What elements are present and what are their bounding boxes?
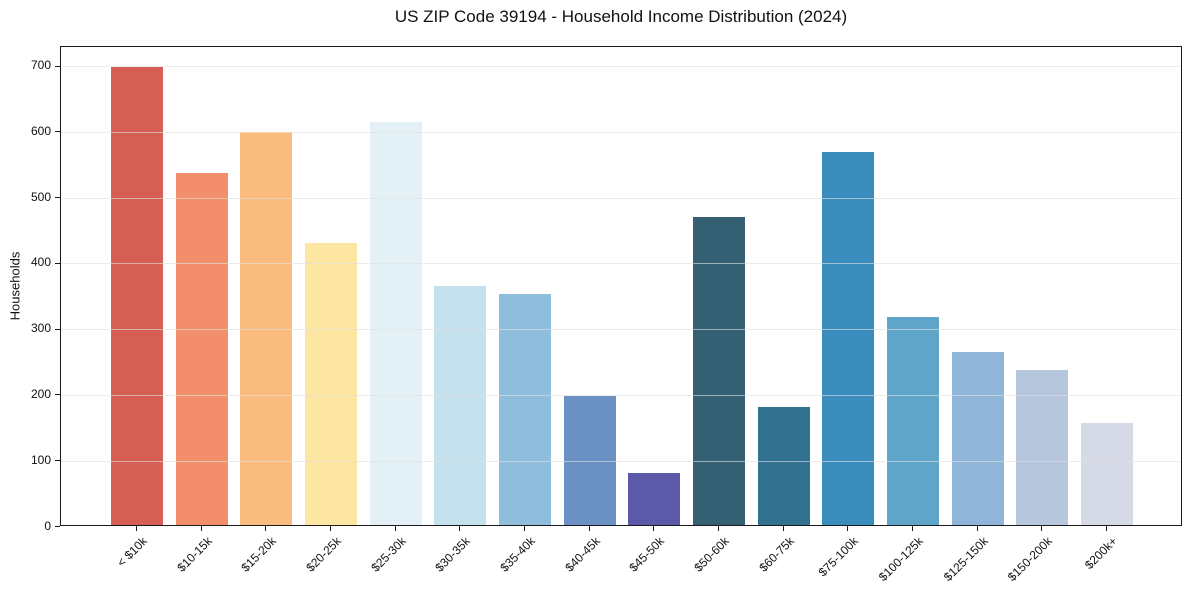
chart-title: US ZIP Code 39194 - Household Income Dis… xyxy=(394,7,848,26)
y-tick-label: 300 xyxy=(30,321,51,336)
x-tick-label: $35-40k xyxy=(497,534,538,575)
x-tick-label: $100-125k xyxy=(875,534,926,585)
y-tick-label: 200 xyxy=(30,386,51,401)
x-tick-label: < $10k xyxy=(114,534,150,570)
y-tick-label: 100 xyxy=(30,452,51,467)
x-tick xyxy=(1106,526,1107,531)
bar-7 xyxy=(499,293,551,525)
x-tick-label: $50-60k xyxy=(691,534,732,575)
bar-15 xyxy=(1016,370,1069,525)
x-tick xyxy=(136,526,137,531)
y-tick-label: 600 xyxy=(30,123,51,138)
x-tick-label: $20-25k xyxy=(303,534,344,575)
plot-area xyxy=(60,46,1182,526)
y-tick-label: 500 xyxy=(30,189,51,204)
x-tick-label: $30-35k xyxy=(432,534,474,575)
x-tick xyxy=(265,526,267,531)
x-tick xyxy=(588,526,590,531)
x-tick xyxy=(524,526,525,531)
bar-10 xyxy=(693,217,745,525)
y-tick xyxy=(55,131,60,133)
bar-1 xyxy=(111,66,163,525)
x-tick-label: $60-75k xyxy=(755,534,797,575)
x-tick xyxy=(847,526,849,531)
y-tick-label: 0 xyxy=(44,518,51,533)
bar-6 xyxy=(434,285,487,525)
x-tick xyxy=(782,526,784,531)
y-tick xyxy=(55,460,60,462)
bar-12 xyxy=(822,152,875,525)
y-tick xyxy=(55,262,60,264)
bar-9 xyxy=(628,473,681,525)
x-tick xyxy=(330,526,331,531)
x-tick xyxy=(394,526,396,531)
y-tick xyxy=(55,328,60,330)
x-tick xyxy=(653,526,655,531)
bar-13 xyxy=(887,317,939,525)
bar-8 xyxy=(563,396,616,525)
bar-14 xyxy=(951,352,1004,525)
x-tick-label: $40-45k xyxy=(561,534,603,575)
bar-11 xyxy=(757,406,810,525)
bar-2 xyxy=(175,173,228,525)
x-tick xyxy=(1041,526,1043,531)
x-tick-label: $15-20k xyxy=(238,534,280,575)
x-tick-label: $25-30k xyxy=(367,534,409,575)
x-tick-label: $10-15k xyxy=(173,534,215,575)
bar-5 xyxy=(369,121,422,525)
y-tick xyxy=(55,197,60,199)
bar-4 xyxy=(305,242,357,525)
y-tick-label: 700 xyxy=(30,58,51,73)
bar-16 xyxy=(1081,423,1133,525)
x-tick-label: $200k+ xyxy=(1081,534,1120,572)
bar-3 xyxy=(240,132,293,525)
x-tick-label: $150-200k xyxy=(1005,534,1056,585)
y-tick xyxy=(55,65,60,67)
bars-layer xyxy=(61,47,1181,525)
x-tick xyxy=(976,526,978,531)
x-tick xyxy=(200,526,202,531)
x-tick xyxy=(912,526,913,531)
x-tick xyxy=(718,526,719,531)
x-tick-label: $75-100k xyxy=(815,534,862,580)
y-tick-label: 400 xyxy=(30,255,51,270)
x-tick-label: $45-50k xyxy=(626,534,668,575)
x-tick xyxy=(459,526,461,531)
y-tick xyxy=(55,394,60,396)
y-tick xyxy=(55,526,60,527)
x-tick-label: $125-150k xyxy=(940,534,991,585)
